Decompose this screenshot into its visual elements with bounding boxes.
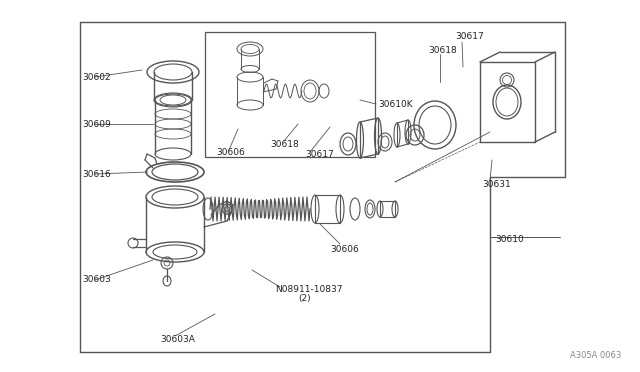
Text: (2): (2) [298,295,310,304]
Text: 30603: 30603 [82,276,111,285]
Text: 30603A: 30603A [160,334,195,343]
Text: 30602: 30602 [82,73,111,81]
Text: 30606: 30606 [330,246,359,254]
Text: N08911-10837: N08911-10837 [275,285,342,295]
Text: 30631: 30631 [482,180,511,189]
Text: 30609: 30609 [82,119,111,128]
Text: 30610K: 30610K [378,99,413,109]
Text: 30618: 30618 [270,140,299,148]
Text: 30617: 30617 [305,150,333,158]
Text: 30618: 30618 [428,45,457,55]
Text: A305A 0063: A305A 0063 [570,352,621,360]
Text: 30617: 30617 [455,32,484,41]
Text: 30616: 30616 [82,170,111,179]
Bar [205,32,375,157]
Text: 30606: 30606 [216,148,244,157]
Text: 30610: 30610 [495,234,524,244]
